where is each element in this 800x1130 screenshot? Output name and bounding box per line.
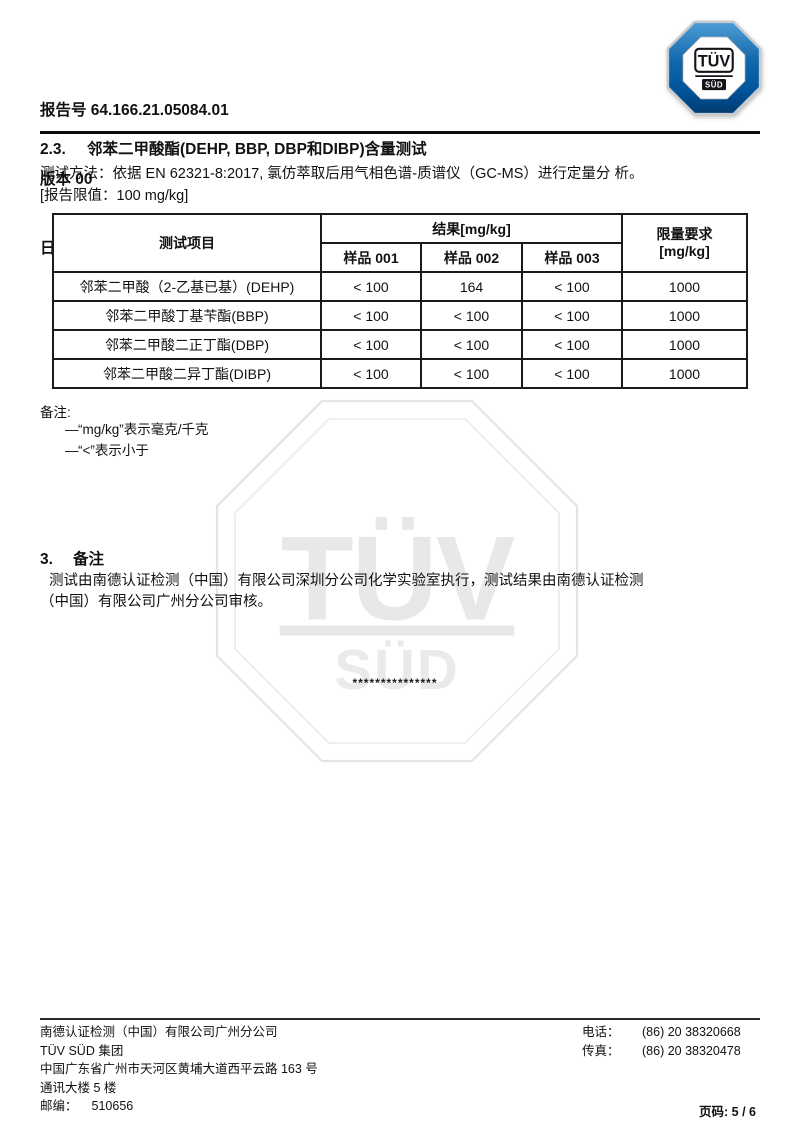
- section-3-body: 测试由南德认证检测（中国）有限公司深圳分公司化学实验室执行，测试结果由南德认证检…: [40, 571, 762, 613]
- row-item-bbp: 邻苯二甲酸丁基苄酯(BBP): [52, 300, 322, 331]
- dbp-sample-003: < 100: [521, 329, 623, 360]
- bbp-sample-003: < 100: [521, 300, 623, 331]
- logo-sud-text: SÜD: [705, 81, 723, 90]
- results-table: 测试项目 结果[mg/kg] 限量要求 [mg/kg] 样品 001 样品 00…: [52, 213, 748, 389]
- footer-phone-label: 电话：: [582, 1025, 620, 1039]
- dehp-sample-003: < 100: [521, 271, 623, 302]
- section-2-3-number: 2.3.: [40, 141, 66, 158]
- section-3-line2: （中国）有限公司广州分公司审核。: [40, 594, 272, 610]
- footer-phone-value: (86) 20 38320668: [642, 1025, 741, 1039]
- note-mgkg: “mg/kg”表示毫克/千克: [78, 422, 209, 437]
- col-header-limit-line2: [mg/kg]: [659, 243, 710, 259]
- col-header-item: 测试项目: [52, 213, 322, 273]
- footer-fax-row: 传真： (86) 20 38320478: [582, 1042, 741, 1061]
- table-header-row-2: 样品 001 样品 002 样品 003: [53, 242, 747, 273]
- note-less-than: “<”表示小于: [78, 442, 149, 458]
- footer-phone-row: 电话： (86) 20 38320668: [582, 1023, 741, 1042]
- table-row: 邻苯二甲酸丁基苄酯(BBP) < 100 < 100 < 100 1000: [52, 300, 748, 331]
- dehp-sample-002: 164: [420, 271, 523, 302]
- table-row: 邻苯二甲酸（2-乙基已基）(DEHP) < 100 164 < 100 1000: [52, 271, 748, 302]
- header-divider: [40, 131, 760, 134]
- section-3-number: 3.: [40, 551, 53, 568]
- footer-contact-block: 电话： (86) 20 38320668 传真： (86) 20 3832047…: [582, 1023, 741, 1060]
- report-version: 版本 00: [40, 171, 93, 188]
- bbp-limit: 1000: [621, 300, 748, 331]
- row-item-dibp: 邻苯二甲酸二异丁酯(DIBP): [52, 358, 322, 389]
- footer-zip-row: 邮编： 510656: [40, 1097, 318, 1116]
- dbp-sample-002: < 100: [420, 329, 523, 360]
- row-item-dehp: 邻苯二甲酸（2-乙基已基）(DEHP): [52, 271, 322, 302]
- table-row: 邻苯二甲酸二正丁酯(DBP) < 100 < 100 < 100 1000: [52, 329, 748, 360]
- notes-list: — “mg/kg”表示毫克/千克 — “<”表示小于: [40, 420, 209, 461]
- col-header-sample-002: 样品 002: [420, 242, 523, 273]
- section-3-title: 备注: [73, 551, 105, 568]
- col-header-sample-003: 样品 003: [521, 242, 623, 273]
- table-header-row-1: 测试项目 结果[mg/kg] 限量要求 [mg/kg]: [52, 213, 748, 273]
- report-limit-text: [报告限值：100 mg/kg]: [40, 188, 189, 204]
- col-header-sample-001: 样品 001: [320, 242, 422, 273]
- section-3-heading: 3. 备注: [40, 547, 104, 569]
- footer-fax-value: (86) 20 38320478: [642, 1043, 741, 1058]
- dbp-limit: 1000: [621, 329, 748, 360]
- notes-label: 备注:: [40, 405, 71, 420]
- footer-address: 中国广东省广州市天河区黄埔大道西平云路 163 号: [40, 1062, 318, 1077]
- footer-address-block: 南德认证检测（中国）有限公司广州分公司 TÜV SÜD 集团 中国广东省广州市天…: [40, 1023, 318, 1116]
- end-of-report-asterisks: ***************: [352, 676, 438, 690]
- dbp-sample-001: < 100: [320, 329, 422, 360]
- footer-divider: [40, 1018, 760, 1020]
- list-item: — “<”表示小于: [40, 441, 209, 462]
- col-header-result: 结果[mg/kg]: [320, 213, 623, 244]
- bbp-sample-001: < 100: [320, 300, 422, 331]
- section-2-3-title: 邻苯二甲酸酯(DEHP, BBP, DBP和DIBP)含量测试: [87, 141, 427, 158]
- table-row: 邻苯二甲酸二异丁酯(DIBP) < 100 < 100 < 100 1000: [52, 358, 748, 389]
- section-3-line1: 测试由南德认证检测（中国）有限公司深圳分公司化学实验室执行，测试结果由南德认证检…: [49, 573, 644, 589]
- col-header-limit: 限量要求 [mg/kg]: [621, 213, 748, 273]
- col-header-limit-line1: 限量要求: [656, 226, 713, 242]
- tuv-sud-logo: TÜV SÜD: [664, 20, 764, 116]
- dehp-sample-001: < 100: [320, 271, 422, 302]
- footer-fax-label: 传真：: [582, 1043, 620, 1058]
- footer-company: 南德认证检测（中国）有限公司广州分公司: [40, 1025, 278, 1039]
- logo-tuv-text: TÜV: [698, 52, 731, 71]
- dibp-sample-003: < 100: [521, 358, 623, 389]
- dibp-sample-001: < 100: [320, 358, 422, 389]
- test-method-text: 测试方法：依据 EN 62321-8:2017, 氯仿萃取后用气相色谱-质谱仪（…: [40, 166, 644, 182]
- tuv-sud-logo-icon: TÜV SÜD: [666, 20, 762, 116]
- page-number: 页码: 5 / 6: [699, 1105, 756, 1119]
- report-number: 报告号 64.166.21.05084.01: [40, 102, 229, 119]
- dibp-sample-002: < 100: [420, 358, 523, 389]
- row-item-dbp: 邻苯二甲酸二正丁酯(DBP): [52, 329, 322, 360]
- footer-zip-label: 邮编：: [40, 1099, 78, 1114]
- note-dash: —: [65, 442, 79, 458]
- note-dash: —: [65, 422, 79, 437]
- footer-zip-value: 510656: [91, 1099, 134, 1114]
- dehp-limit: 1000: [621, 271, 748, 302]
- section-2-3-heading: 2.3. 邻苯二甲酸酯(DEHP, BBP, DBP和DIBP)含量测试: [40, 137, 427, 159]
- list-item: — “mg/kg”表示毫克/千克: [40, 420, 209, 441]
- footer-group: TÜV SÜD 集团: [40, 1043, 124, 1058]
- bbp-sample-002: < 100: [420, 300, 523, 331]
- footer-building: 通讯大楼 5 楼: [40, 1080, 117, 1095]
- watermark-sud-text: SÜD: [334, 638, 460, 701]
- dibp-limit: 1000: [621, 358, 748, 389]
